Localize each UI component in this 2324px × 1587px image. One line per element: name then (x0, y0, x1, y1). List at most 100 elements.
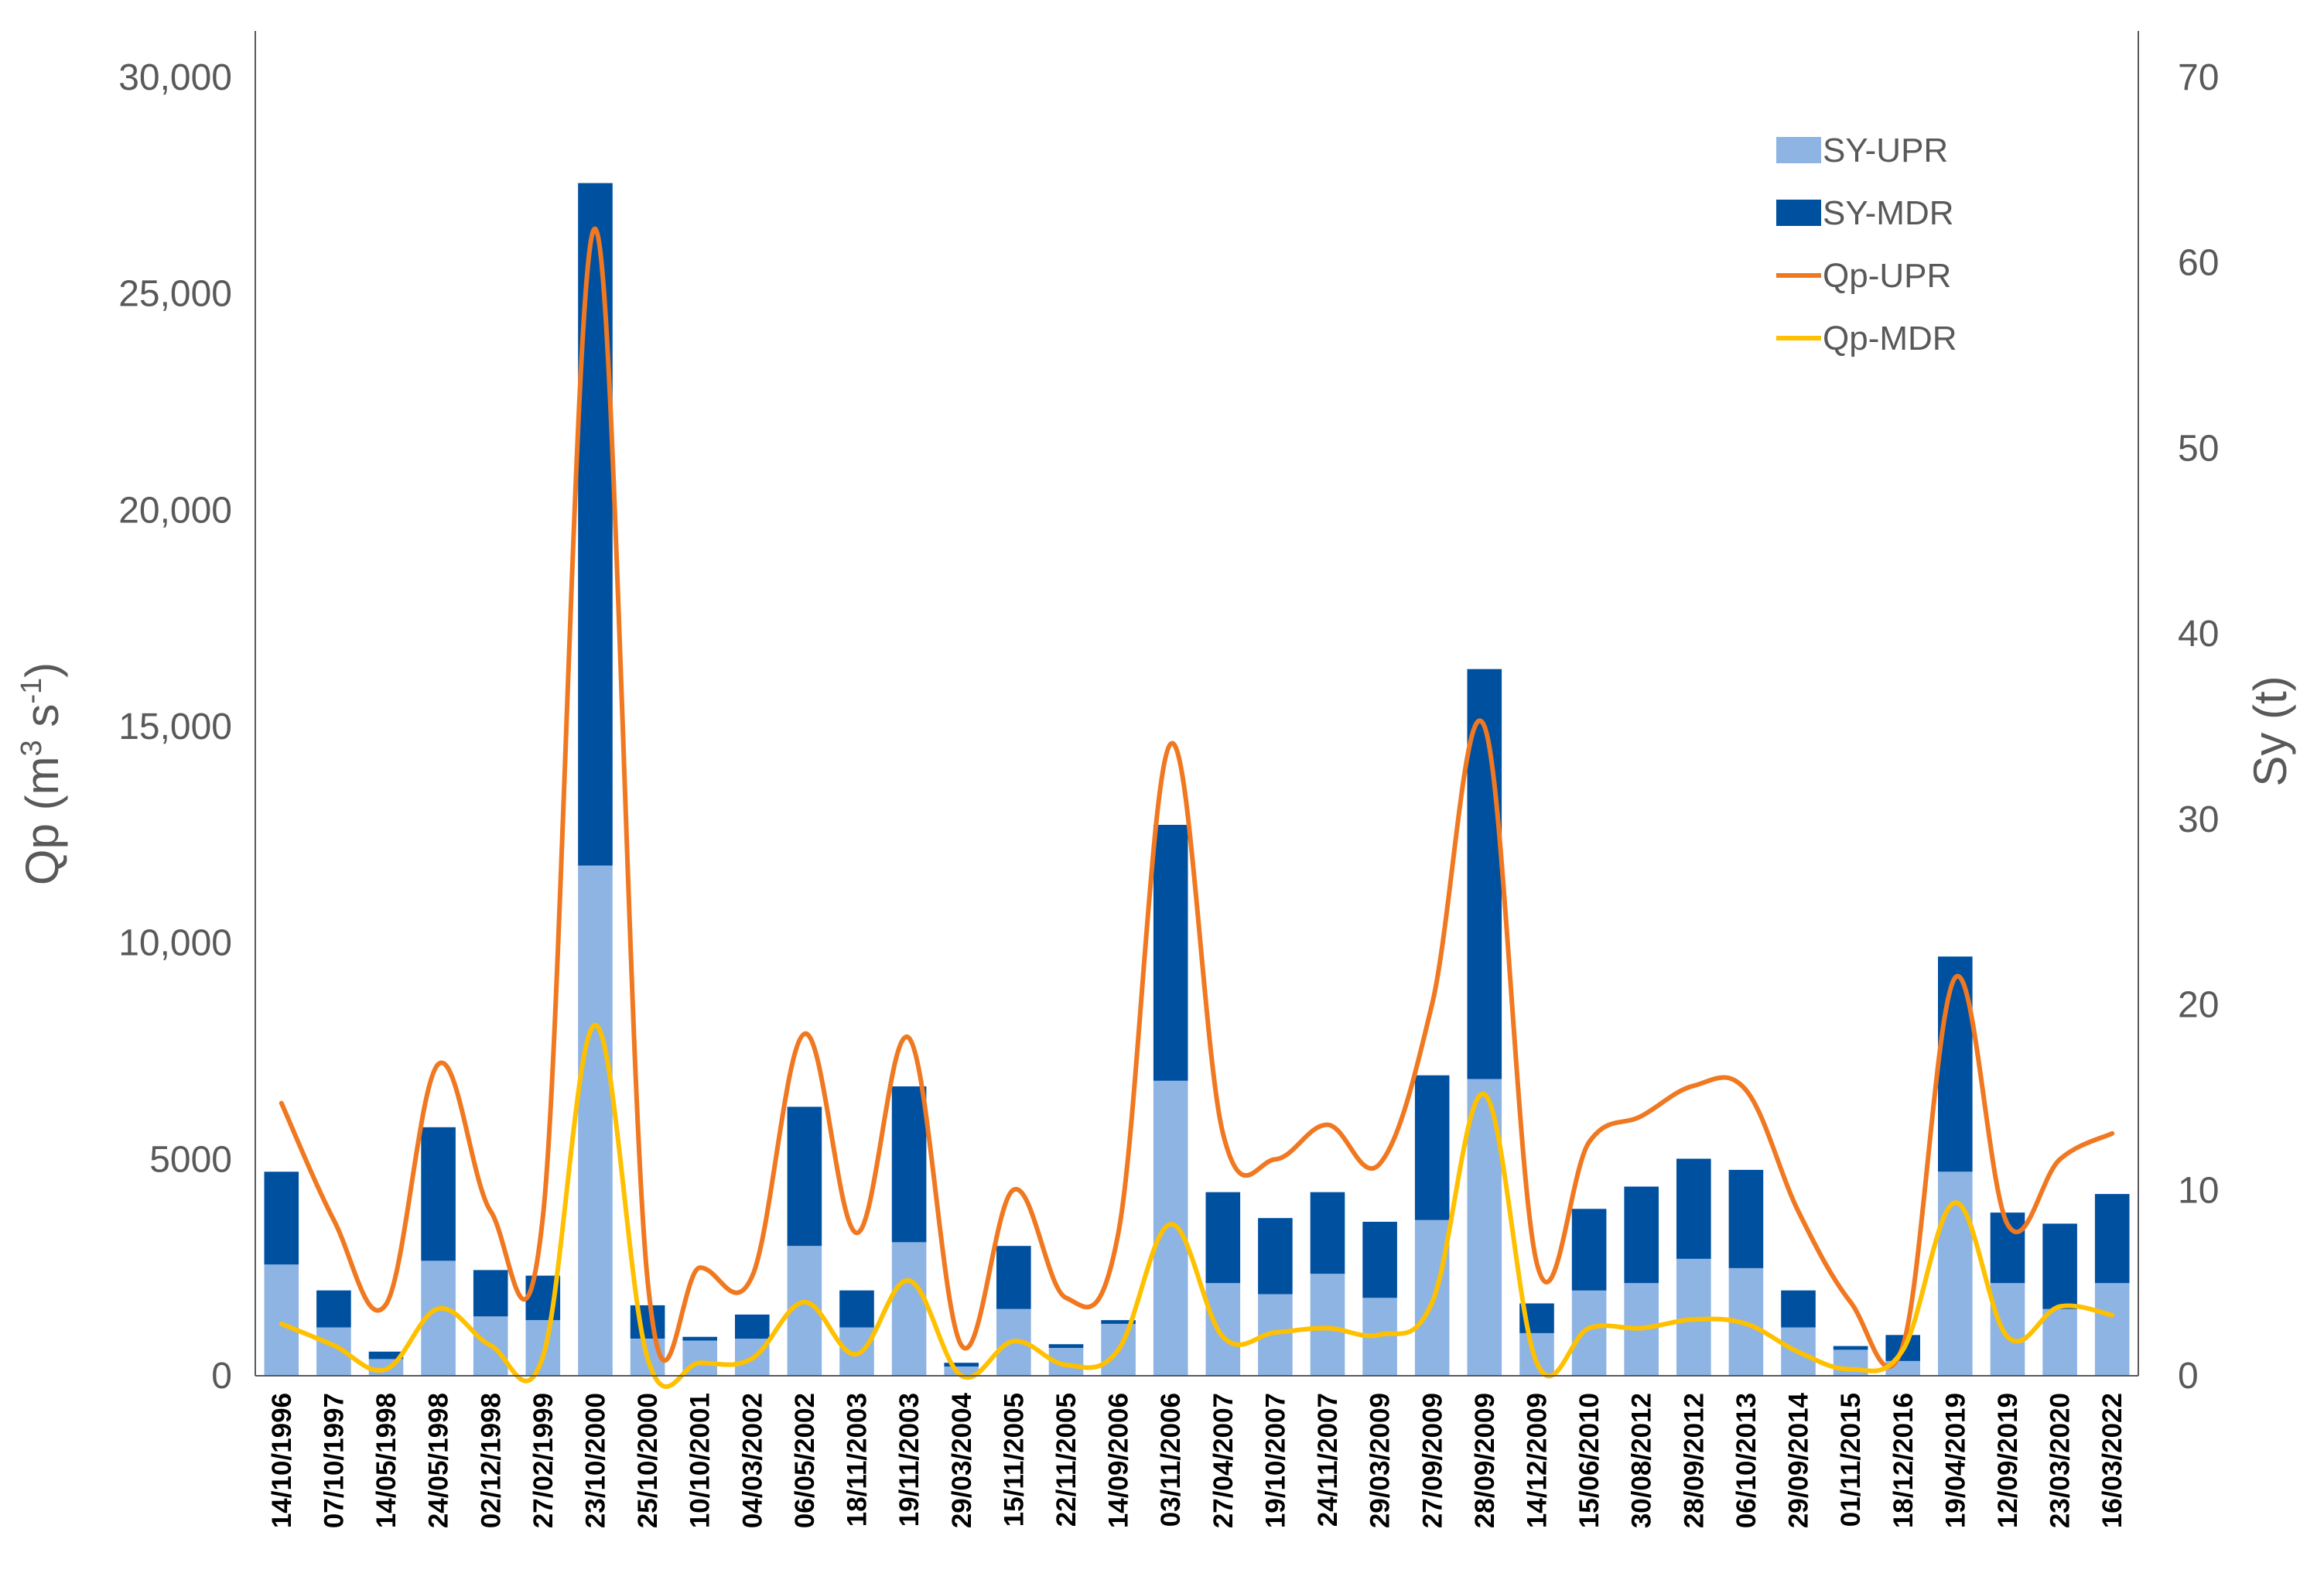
bar-sy-upr-6 (578, 865, 613, 1376)
bar-sy-upr-25 (1571, 1290, 1607, 1376)
y-right-tick-label: 60 (2178, 243, 2219, 284)
y-right-tick-label: 40 (2178, 614, 2219, 655)
x-tick-label: 03/11/2006 (1156, 1393, 1186, 1527)
legend-swatch-sy-mdr (1776, 200, 1821, 226)
x-tick-label: 14/05/1998 (371, 1393, 402, 1528)
y-left-tick-label: 10,000 (118, 923, 232, 964)
x-tick-label: 29/03/2004 (947, 1392, 977, 1528)
x-tick-label: 28/09/2012 (1679, 1393, 1709, 1528)
bar-sy-mdr-29 (1781, 1290, 1816, 1328)
bar-sy-mdr-7 (630, 1305, 665, 1339)
bar-sy-mdr-17 (1153, 825, 1188, 1081)
x-tick-label: 25/10/2000 (633, 1393, 663, 1528)
x-tick-label: 29/09/2014 (1784, 1392, 1814, 1528)
bar-sy-upr-35 (2094, 1283, 2130, 1376)
bar-sy-mdr-14 (996, 1246, 1031, 1309)
y-right-tick-label: 20 (2178, 985, 2219, 1026)
legend-label-qp-mdr: Qp-MDR (1823, 320, 1957, 357)
x-tick-label: 19/10/2007 (1260, 1393, 1290, 1528)
y-right-tick-label: 30 (2178, 799, 2219, 840)
bar-sy-mdr-6 (578, 183, 613, 866)
bar-sy-mdr-15 (1048, 1344, 1084, 1348)
x-tick-label: 24/11/2007 (1313, 1393, 1343, 1527)
x-tick-label: 18/12/2016 (1888, 1393, 1919, 1528)
x-tick-label: 27/09/2009 (1417, 1393, 1447, 1528)
line-qp-upr (279, 226, 2115, 1370)
lines-layer (279, 226, 2115, 1389)
bar-sy-mdr-34 (2042, 1223, 2077, 1309)
bar-sy-mdr-11 (839, 1290, 874, 1328)
x-tick-label: 02/12/1998 (476, 1393, 506, 1528)
x-tick-label: 01/11/2015 (1836, 1393, 1866, 1527)
x-tick-label: 28/09/2009 (1470, 1393, 1500, 1528)
y-left-axis-title: Qp (m3 s-1) (15, 662, 68, 885)
y-left-tick-label: 0 (211, 1356, 232, 1397)
x-tick-label: 14/09/2006 (1104, 1393, 1134, 1528)
x-tick-label: 04/03/2002 (737, 1393, 767, 1528)
y-left-tick-label: 30,000 (118, 57, 232, 98)
x-tick-label: 10/10/2001 (685, 1393, 716, 1528)
bar-sy-mdr-22 (1414, 1075, 1450, 1220)
x-tick-label: 15/11/2005 (999, 1393, 1029, 1527)
bar-sy-upr-33 (1990, 1283, 2025, 1376)
y-right-tick-label: 70 (2178, 57, 2219, 98)
x-tick-label: 19/11/2003 (894, 1393, 924, 1527)
y-left-tick-label: 25,000 (118, 274, 232, 315)
x-tick-label: 27/04/2007 (1208, 1393, 1239, 1528)
bar-sy-upr-24 (1519, 1332, 1554, 1376)
bar-sy-upr-32 (1938, 1171, 1973, 1376)
x-tick-labels: 14/10/1996 07/10/1997 14/05/1998 24/05/1998… (267, 1392, 2127, 1528)
y-right-tick-label: 10 (2178, 1170, 2219, 1211)
bar-sy-mdr-9 (735, 1314, 770, 1339)
x-tick-label: 06/10/2013 (1731, 1393, 1762, 1528)
bar-sy-upr-12 (891, 1242, 927, 1376)
x-tick-label: 16/03/2022 (2097, 1393, 2127, 1528)
bar-sy-mdr-35 (2094, 1194, 2130, 1284)
x-tick-label: 27/02/1999 (528, 1393, 559, 1528)
y-right-axis-title: Sy (t) (2244, 676, 2296, 786)
bar-sy-mdr-8 (682, 1336, 717, 1341)
x-tick-label: 14/12/2009 (1523, 1393, 1553, 1528)
bar-sy-mdr-16 (1101, 1320, 1136, 1324)
x-tick-label: 30/08/2012 (1627, 1393, 1657, 1528)
bar-sy-upr-20 (1310, 1274, 1345, 1376)
x-tick-label: 24/05/1998 (424, 1393, 454, 1528)
y-right-tick-label: 0 (2178, 1356, 2199, 1397)
bar-sy-mdr-18 (1205, 1192, 1241, 1284)
bar-sy-mdr-28 (1728, 1169, 1764, 1268)
x-tick-label: 23/10/2000 (581, 1393, 611, 1528)
line-qp-mdr (279, 1022, 2115, 1389)
bar-sy-upr-17 (1153, 1080, 1188, 1376)
legend-label-sy-mdr: SY-MDR (1823, 194, 1954, 232)
bar-sy-upr-18 (1205, 1283, 1241, 1376)
bar-sy-upr-0 (264, 1264, 299, 1376)
y-left-tick-label: 20,000 (118, 490, 232, 531)
y-left-tick-label: 5000 (149, 1139, 232, 1180)
bar-sy-mdr-1 (316, 1290, 351, 1328)
bar-sy-mdr-30 (1833, 1346, 1868, 1350)
bar-sy-mdr-26 (1624, 1186, 1659, 1284)
legend-label-sy-upr: SY-UPR (1823, 132, 1948, 169)
x-tick-label: 07/10/1997 (319, 1393, 349, 1528)
x-tick-label: 18/11/2003 (842, 1393, 873, 1527)
x-tick-label: 15/06/2010 (1574, 1393, 1605, 1528)
bar-sy-mdr-12 (891, 1086, 927, 1243)
bar-sy-mdr-0 (264, 1171, 299, 1265)
x-tick-label: 23/03/2020 (2045, 1393, 2076, 1528)
x-tick-label: 22/11/2005 (1051, 1393, 1082, 1527)
axes-layer (255, 31, 2139, 1377)
x-tick-label: 29/03/2009 (1365, 1393, 1396, 1528)
y-left-tick-labels: 0 5000 10,000 15,000 20,000 25,000 30,000 (118, 57, 232, 1397)
bar-sy-mdr-2 (368, 1351, 404, 1360)
bar-sy-mdr-21 (1362, 1222, 1397, 1298)
bar-sy-mdr-27 (1676, 1158, 1711, 1259)
bar-sy-mdr-13 (944, 1363, 979, 1366)
x-tick-label: 06/05/2002 (790, 1393, 820, 1528)
bar-sy-upr-5 (525, 1320, 561, 1376)
legend-label-qp-upr: Qp-UPR (1823, 257, 1951, 295)
x-tick-label: 19/04/2019 (1940, 1393, 1970, 1528)
x-tick-label: 12/09/2019 (1993, 1393, 2023, 1528)
y-right-tick-label: 50 (2178, 428, 2219, 469)
y-left-tick-label: 15,000 (118, 706, 232, 747)
